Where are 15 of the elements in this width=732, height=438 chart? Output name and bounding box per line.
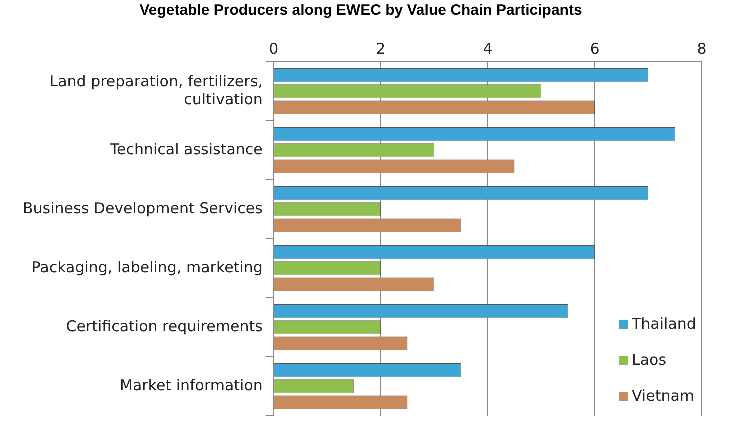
- y-tick-label: Business Development Services: [22, 199, 264, 218]
- x-tick-label: 4: [483, 40, 493, 58]
- y-tick-label: Packaging, labeling, marketing: [32, 258, 263, 276]
- y-tick-label: Certification requirements: [66, 317, 264, 336]
- y-tick-label: Technical assistance: [109, 140, 263, 158]
- legend-label: Thailand: [632, 315, 696, 333]
- legend-label: Laos: [632, 351, 667, 369]
- y-tick-label: Market information: [120, 376, 263, 394]
- x-tick-label: 8: [697, 40, 707, 58]
- legend-label: Vietnam: [632, 387, 695, 405]
- chart-title: Vegetable Producers along EWEC by Value Chain Participants: [140, 2, 582, 20]
- x-tick-label: 6: [590, 40, 600, 58]
- x-tick-label: 2: [376, 40, 386, 58]
- x-tick-label: 0: [269, 40, 279, 58]
- y-tick-label: Land preparation, fertilizers, cultivation: [50, 72, 263, 108]
